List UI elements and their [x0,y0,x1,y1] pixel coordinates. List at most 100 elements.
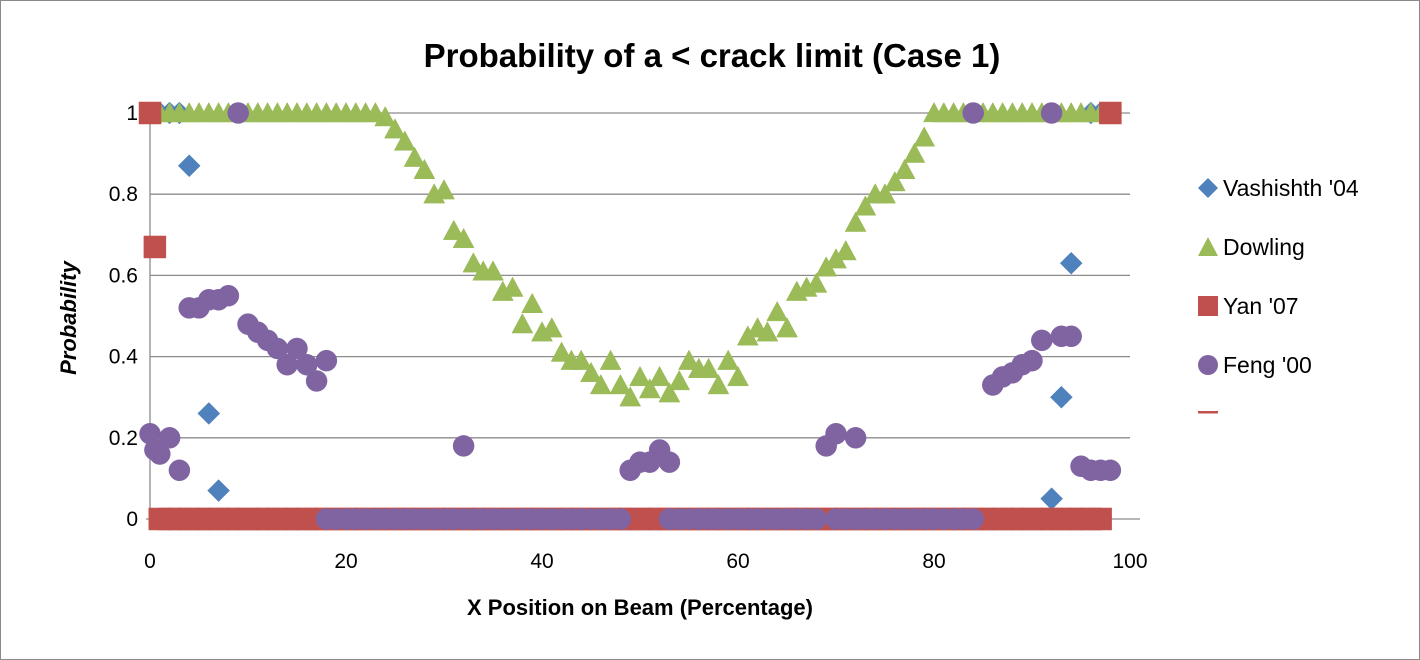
legend-entry-unnamed [1198,411,1218,414]
data-point-dowling [501,276,524,297]
data-point-vashishth-04 [1059,251,1083,275]
x-tick-label: 60 [726,550,749,573]
legend-entry-dowling: Dowling [1198,234,1305,260]
data-point-dowling [521,292,544,313]
data-point-feng-00 [452,435,475,457]
data-point-feng-00 [149,443,171,465]
data-point-feng-00 [1060,325,1082,348]
data-point-dowling [384,118,406,139]
data-point-feng-00 [305,370,328,392]
data-point-dowling [893,158,916,180]
data-point-dowling [462,252,485,273]
data-point-vashishth-04 [177,154,201,178]
y-tick-label: 0.8 [109,183,138,206]
data-point-dowling [658,382,681,403]
legend-label: Vashishth '04 [1223,175,1359,201]
data-point-dowling [717,349,740,370]
data-point-dowling [883,170,906,192]
data-point-dowling [805,272,828,293]
data-point-feng-00 [962,102,984,124]
y-tick-label: 1 [126,102,138,125]
data-point-vashishth-04 [207,479,230,502]
x-tick-label: 40 [530,550,553,573]
data-point-feng-00 [962,508,984,530]
y-tick-label: 0.4 [109,346,139,369]
data-point-dowling [648,365,671,387]
data-point-vashishth-04 [1040,487,1063,511]
x-tick-labels: 0 20 40 60 80 100 [144,550,1147,573]
data-point-dowling [589,373,612,395]
data-point-feng-00 [286,337,308,360]
legend-label: Yan '07 [1223,293,1299,319]
data-point-yan-07 [1099,101,1122,125]
x-tick-label: 80 [922,550,945,573]
data-point-feng-00 [825,422,847,445]
x-tick-label: 20 [334,550,357,573]
series-feng-00 [139,102,1122,530]
data-point-dowling [697,357,720,378]
y-tick-label: 0 [126,508,138,531]
data-point-dowling [678,349,700,370]
data-point-vashishth-04 [197,402,221,425]
data-point-feng-00 [168,459,191,482]
data-point-dowling [834,240,857,261]
data-point-dowling [413,158,436,180]
data-point-dowling [638,378,661,399]
legend-marker [1198,355,1218,375]
legend-marker [1198,411,1218,414]
legend-marker [1198,296,1218,316]
legend-entry-feng-00: Feng '00 [1198,352,1312,378]
data-point-dowling [756,321,779,342]
data-point-dowling [550,341,573,362]
legend-entry-yan-07: Yan '07 [1198,293,1299,319]
data-point-dowling [452,227,475,249]
y-axis-title: Probability [56,259,81,374]
x-tick-label: 100 [1112,550,1147,573]
y-tick-label: 0.2 [109,427,138,450]
data-point-yan-07 [143,235,167,259]
data-point-dowling [374,106,397,127]
data-point-dowling [570,349,593,370]
legend: Vashishth '04 Dowling Yan '07 Feng '00 [1198,175,1359,414]
x-tick-label: 0 [144,550,156,573]
data-point-dowling [629,365,651,387]
data-point-dowling [844,211,867,232]
data-point-dowling [727,365,749,387]
legend-label: Feng '00 [1223,352,1312,378]
data-point-dowling [903,142,926,163]
legend-marker [1198,237,1218,256]
data-point-dowling [482,260,504,281]
data-point-feng-00 [1099,459,1122,482]
legend-label: Dowling [1223,234,1305,260]
data-point-dowling [609,373,632,395]
data-point-vashishth-04 [1050,385,1073,409]
legend-entry-vashishth-04: Vashishth '04 [1198,175,1359,201]
data-point-dowling [766,300,789,322]
data-point-feng-00 [1021,349,1043,372]
y-tick-labels: 0 0.2 0.4 0.6 0.8 1 [109,102,139,531]
data-point-yan-07 [138,101,162,125]
data-point-dowling [442,219,465,240]
data-point-dowling [433,179,455,200]
data-point-dowling [599,349,622,370]
data-point-dowling [874,183,896,204]
data-point-feng-00 [1040,102,1063,124]
data-point-dowling [580,361,602,383]
data-point-dowling [668,369,691,391]
data-point-dowling [913,126,936,147]
data-point-feng-00 [609,508,632,530]
data-point-feng-00 [217,284,240,307]
data-point-feng-00 [658,451,681,473]
data-point-dowling [619,386,642,407]
x-axis-title: X Position on Beam (Percentage) [467,595,813,620]
data-point-dowling [776,317,798,338]
data-point-dowling [403,146,426,167]
data-point-yan-07 [1089,507,1112,531]
data-point-dowling [707,373,730,395]
y-tick-label: 0.6 [109,264,138,287]
data-point-feng-00 [844,427,867,449]
plot-area [138,101,1122,531]
legend-marker [1198,178,1218,198]
data-point-feng-00 [1031,329,1053,352]
